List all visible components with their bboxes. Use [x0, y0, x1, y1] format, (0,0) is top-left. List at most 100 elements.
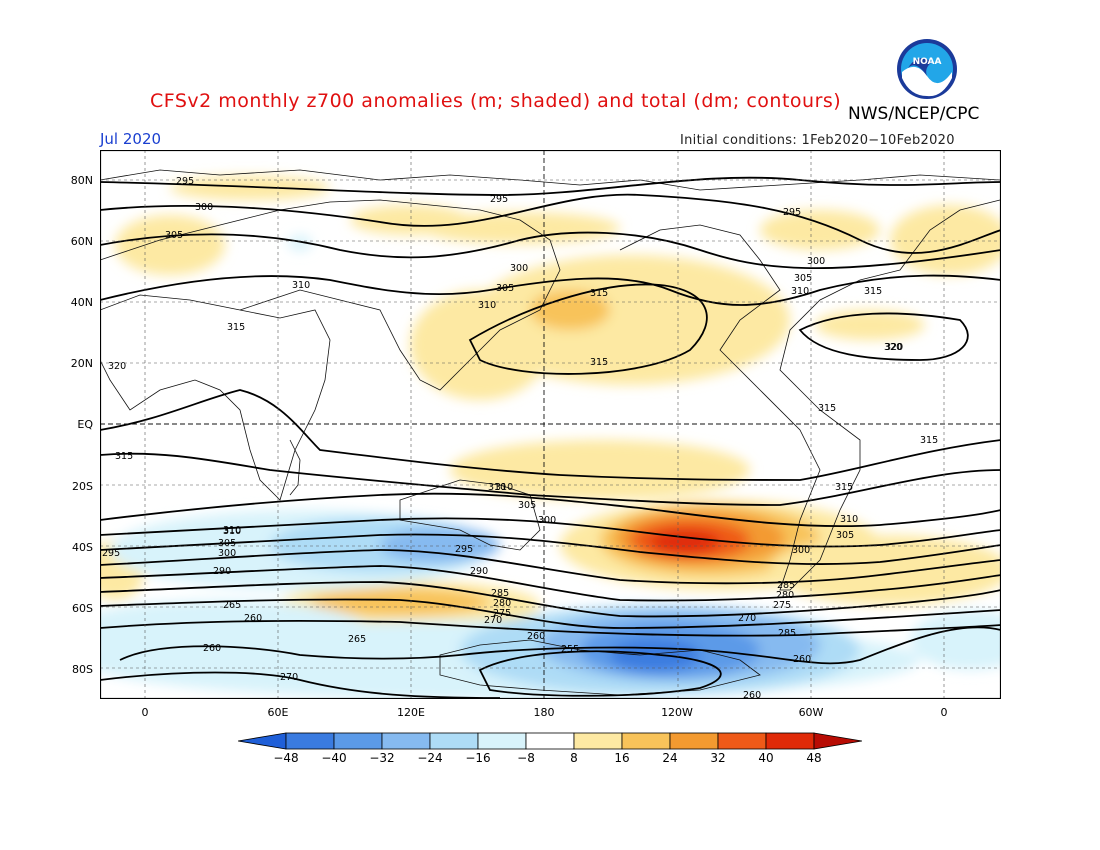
colorbar-swatch	[238, 732, 287, 750]
contour-label: 305	[165, 230, 183, 241]
x-tick-label: 120W	[661, 706, 693, 719]
contour-label: 310	[840, 514, 858, 525]
colorbar-swatch	[717, 732, 767, 750]
contour-label: 285	[491, 588, 509, 599]
contour-label: 315	[590, 288, 608, 299]
equator-dateline	[100, 150, 1001, 699]
colorbar-swatch	[285, 732, 335, 750]
contour-label: 290	[470, 566, 488, 577]
x-tick-label: 180	[533, 706, 555, 719]
contour-label: 310	[478, 300, 496, 311]
contour-label: 260	[203, 643, 221, 654]
contour-label: 275	[773, 600, 791, 611]
contour-label: 310	[488, 482, 506, 493]
x-tick-label: 120E	[397, 706, 425, 719]
contour-label: 305	[218, 538, 236, 549]
coastlines	[100, 169, 1001, 696]
y-tick-label: 40S	[72, 541, 93, 554]
noaa-logo: NOAA	[897, 39, 957, 99]
colorbar-swatch	[621, 732, 671, 750]
contour-label: 260	[793, 654, 811, 665]
colorbar-swatch	[477, 732, 527, 750]
contour-label: 270	[738, 613, 756, 624]
x-tick-label: 60W	[798, 706, 824, 719]
x-tick-label: 0	[940, 706, 948, 719]
contour-label: 275	[493, 608, 511, 619]
contour-label: 295	[176, 176, 194, 187]
contour-label: 315	[818, 403, 836, 414]
contour-label: 310	[223, 525, 241, 536]
colorbar-label: −40	[321, 751, 347, 765]
contour-label: 320	[884, 342, 902, 353]
colorbar-swatch	[333, 732, 383, 750]
y-tick-label: 20N	[70, 357, 93, 370]
contour-label: 315	[835, 482, 853, 493]
chart-title: CFSv2 monthly z700 anomalies (m; shaded)…	[150, 90, 842, 112]
colorbar-label: −32	[369, 751, 395, 765]
contour-label: 285	[778, 628, 796, 639]
map-frame	[100, 150, 1001, 699]
colorbar-swatch	[813, 732, 862, 750]
contour-label: 310	[495, 482, 513, 493]
colorbar-swatch	[765, 732, 815, 750]
contour-label: 300	[195, 202, 213, 213]
y-tick-label: 60S	[72, 602, 93, 615]
svg-text:NOAA: NOAA	[913, 57, 942, 67]
colorbar	[238, 732, 862, 750]
forecast-month: Jul 2020	[100, 130, 162, 148]
contour-label: 270	[280, 672, 298, 683]
contour-label: 300	[218, 548, 236, 559]
x-tick-label: 0	[141, 706, 149, 719]
contour-label: 320	[108, 361, 126, 372]
colorbar-swatch	[381, 732, 431, 750]
contour-label: 315	[590, 357, 608, 368]
colorbar-label: −24	[417, 751, 443, 765]
contour-label: 315	[115, 451, 133, 462]
contour-label: 260	[244, 613, 262, 624]
initial-conditions: Initial conditions: 1Feb2020−10Feb2020	[680, 133, 955, 148]
contour-label: 280	[493, 598, 511, 609]
colorbar-label: −8	[517, 751, 535, 765]
contour-label: 305	[794, 273, 812, 284]
y-tick-label: 80N	[70, 174, 93, 187]
contour-label: 320	[885, 342, 903, 353]
colorbar-label: −16	[465, 751, 491, 765]
contour-label: 305	[836, 530, 854, 541]
contour-label: 295	[783, 207, 801, 218]
colorbar-swatch	[525, 732, 575, 750]
contour-label: 310	[791, 286, 809, 297]
anomaly-map: 295 300 305 310 315 320 295 300 310 305 …	[100, 150, 1001, 699]
contour-label: 315	[864, 286, 882, 297]
contour-labels: 295 300 305 310 315 320 295 300 310 305 …	[102, 176, 938, 699]
contour-label: 260	[527, 631, 545, 642]
colorbar-label: 24	[662, 751, 678, 765]
colorbar-label: 32	[710, 751, 726, 765]
colorbar-swatch	[573, 732, 623, 750]
contour-label: 305	[518, 500, 536, 511]
colorbar-label: 48	[806, 751, 822, 765]
y-tick-label: 40N	[70, 296, 93, 309]
contour-label: 315	[227, 322, 245, 333]
contour-label: 255	[561, 644, 579, 655]
contour-label: 260	[743, 690, 761, 699]
contour-label: 305	[496, 283, 514, 294]
contour-label: 285	[777, 580, 795, 591]
x-tick-label: 60E	[267, 706, 289, 719]
lat-lon-grid	[100, 150, 1001, 699]
contour-label: 295	[490, 194, 508, 205]
agency-label: NWS/NCEP/CPC	[848, 104, 980, 124]
colorbar-label: −48	[273, 751, 299, 765]
colorbar-label: 16	[614, 751, 630, 765]
colorbar-swatch	[429, 732, 479, 750]
contour-label: 300	[807, 256, 825, 267]
colorbar-swatch	[669, 732, 719, 750]
contour-label: 295	[102, 548, 120, 559]
contour-label: 300	[792, 545, 810, 556]
contour-label: 265	[348, 634, 366, 645]
contour-label: 280	[776, 590, 794, 601]
contour-label: 290	[213, 566, 231, 577]
y-tick-label: EQ	[77, 418, 93, 431]
contour-label: 310	[292, 280, 310, 291]
contour-label: 315	[920, 435, 938, 446]
contour-label: 300	[538, 515, 556, 526]
